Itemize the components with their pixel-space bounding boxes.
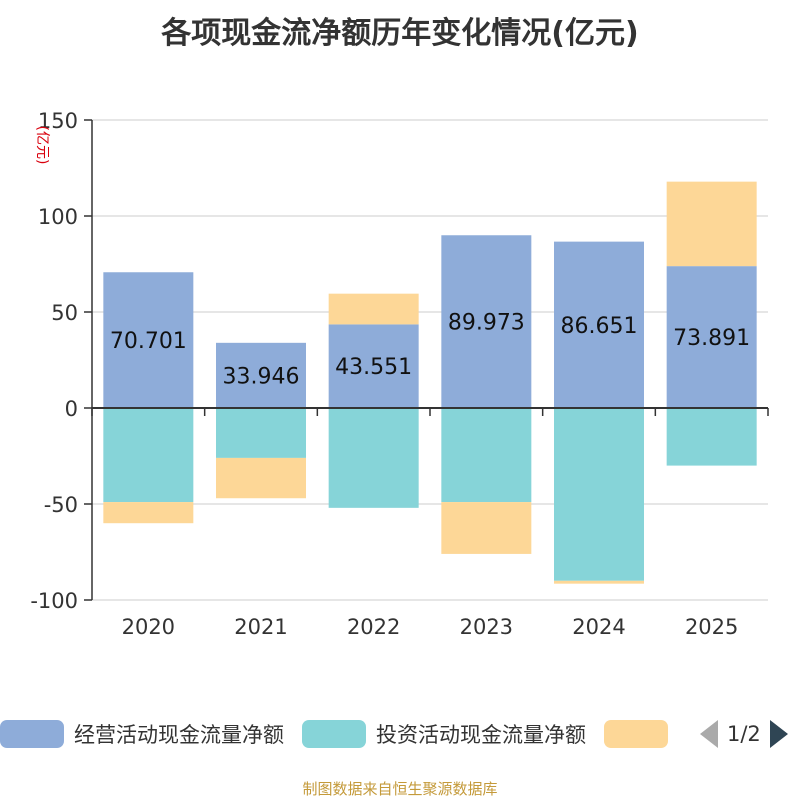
x-tick-label-2024: 2024 [572,615,625,639]
bar-series2-2023 [441,502,532,554]
legend: 经营活动现金流量净额 投资活动现金流量净额 [0,718,686,750]
bar-series2-2020 [103,502,194,524]
bar-series0-2022 [328,324,419,408]
bar-series0-2020 [103,272,194,408]
data-label-2024: 86.651 [561,314,638,339]
y-tick-label: -50 [44,493,78,517]
bar-series0-2023 [441,235,532,408]
bar-series1-2025 [666,408,757,466]
bar-series1-2021 [216,408,306,458]
data-label-2023: 89.973 [448,311,525,336]
legend-item-investing[interactable]: 投资活动现金流量净额 [302,719,586,749]
x-tick-label-2021: 2021 [234,615,287,639]
bar-series2-2025 [666,181,757,267]
bar-series0-2021 [216,342,306,408]
legend-page-indicator: 1/2 [727,722,761,746]
legend-label-investing: 投资活动现金流量净额 [376,723,586,747]
bar-series1-2022 [328,408,419,508]
legend-next-icon[interactable] [769,720,788,748]
legend-swatch-operating [0,720,64,748]
bar-series2-2022 [328,293,419,325]
legend-label-operating: 经营活动现金流量净额 [74,723,284,747]
x-tick-label-2022: 2022 [347,615,400,639]
bar-series0-2024 [554,241,644,408]
chart-plot: 150 100 50 0 -50 -100 (亿元) 70.701 33.946 43.551 89… [30,109,769,639]
bar-series1-2020 [103,408,194,503]
y-tick-label: -100 [30,589,78,613]
data-label-2021: 33.946 [223,364,300,389]
y-tick-label: 100 [38,205,78,229]
y-tick-label: 150 [38,109,78,133]
data-label-2022: 43.551 [335,355,412,380]
data-label-2025: 73.891 [673,326,750,351]
legend-prev-icon[interactable] [700,720,718,748]
x-tick-label-2020: 2020 [122,615,175,639]
bar-series0-2025 [666,266,757,408]
bar-series2-2024 [554,580,644,584]
x-tick-label-2025: 2025 [685,615,738,639]
legend-pager: 1/2 [700,718,788,750]
legend-item-financing[interactable] [604,720,668,748]
data-source-note: 制图数据来自恒生聚源数据库 [302,780,498,798]
legend-item-operating[interactable]: 经营活动现金流量净额 [0,719,284,749]
bar-series1-2023 [441,408,532,503]
legend-swatch-investing [302,720,366,748]
data-label-2020: 70.701 [110,329,187,354]
x-tick-label-2023: 2023 [460,615,513,639]
y-tick-label: 0 [65,397,78,421]
chart-title: 各项现金流净额历年变化情况(亿元) [161,16,639,51]
bar-series2-2021 [216,457,306,499]
legend-swatch-financing [604,720,668,748]
bar-series1-2024 [554,408,644,581]
y-tick-label: 50 [51,301,78,325]
y-axis-label: (亿元) [34,126,50,165]
